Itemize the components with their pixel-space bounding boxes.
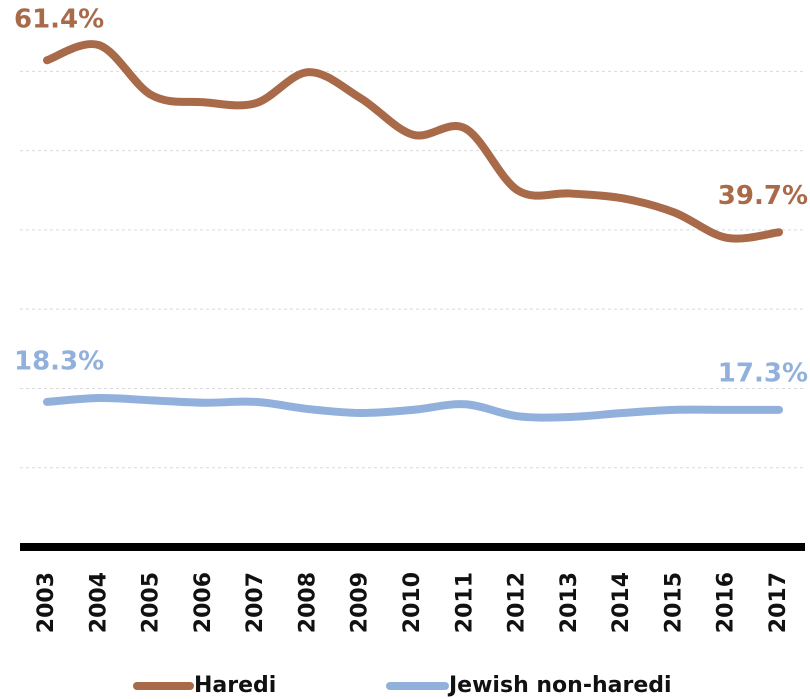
x-tick-label: 2012 — [505, 572, 530, 633]
value-label: 39.7% — [718, 181, 808, 211]
x-tick-label: 2009 — [348, 572, 373, 633]
x-tick-label: 2015 — [661, 572, 686, 633]
x-tick-label: 2011 — [452, 572, 477, 633]
x-tick-label: 2005 — [139, 572, 164, 633]
value-label: 17.3% — [718, 358, 808, 388]
legend-label: Haredi — [194, 673, 276, 698]
x-tick-label: 2017 — [766, 572, 791, 633]
series-line — [43, 40, 783, 243]
x-tick-label: 2008 — [295, 572, 320, 633]
legend-label: Jewish non-haredi — [447, 673, 672, 698]
series-line — [43, 393, 783, 422]
x-tick-label: 2010 — [400, 572, 425, 633]
x-tick-label: 2007 — [243, 572, 268, 633]
x-tick-label: 2013 — [557, 572, 582, 633]
x-tick-label: 2016 — [714, 572, 739, 633]
x-tick-label: 2006 — [191, 572, 216, 633]
value-label: 18.3% — [14, 346, 104, 376]
x-tick-label: 2014 — [609, 572, 634, 633]
x-tick-label: 2003 — [34, 572, 59, 633]
x-tick-label: 2004 — [86, 572, 111, 633]
value-label: 61.4% — [14, 5, 104, 35]
